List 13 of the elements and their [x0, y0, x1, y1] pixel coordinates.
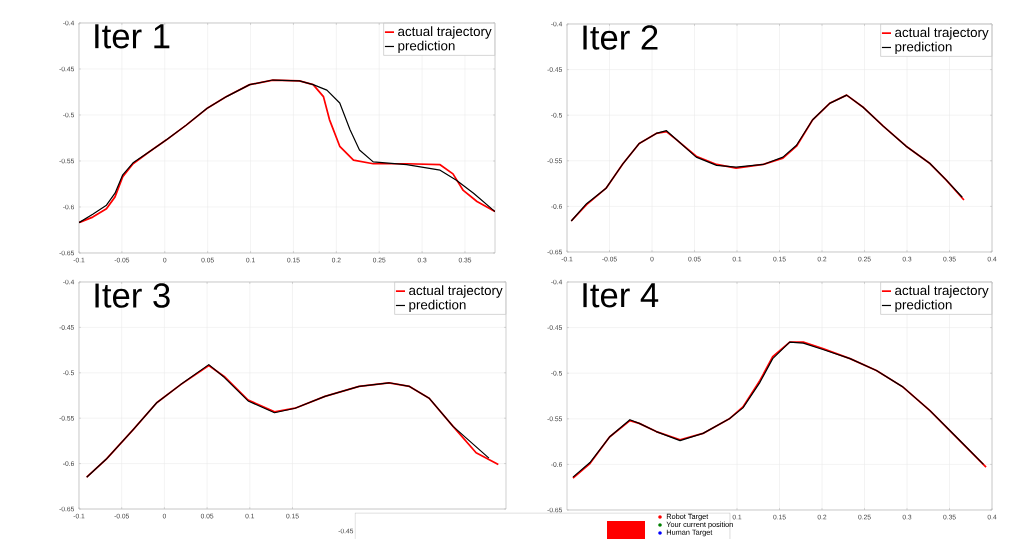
legend-label: prediction	[398, 40, 455, 54]
legend-label: actual trajectory	[895, 285, 989, 298]
legend-label: prediction	[895, 41, 952, 55]
line-series	[79, 79, 496, 224]
chart-title: Iter 3	[95, 283, 170, 308]
legend-label: actual trajectory	[895, 27, 989, 40]
chart-title: Iter 1	[95, 24, 170, 49]
legend-label: prediction	[409, 299, 466, 313]
chart-title: Iter 4	[583, 283, 659, 308]
legend-label: actual trajectory	[398, 26, 492, 39]
legend-label: prediction	[895, 299, 952, 313]
chart-title: Iter 2	[583, 25, 658, 50]
legend-label: actual trajectory	[409, 285, 503, 298]
